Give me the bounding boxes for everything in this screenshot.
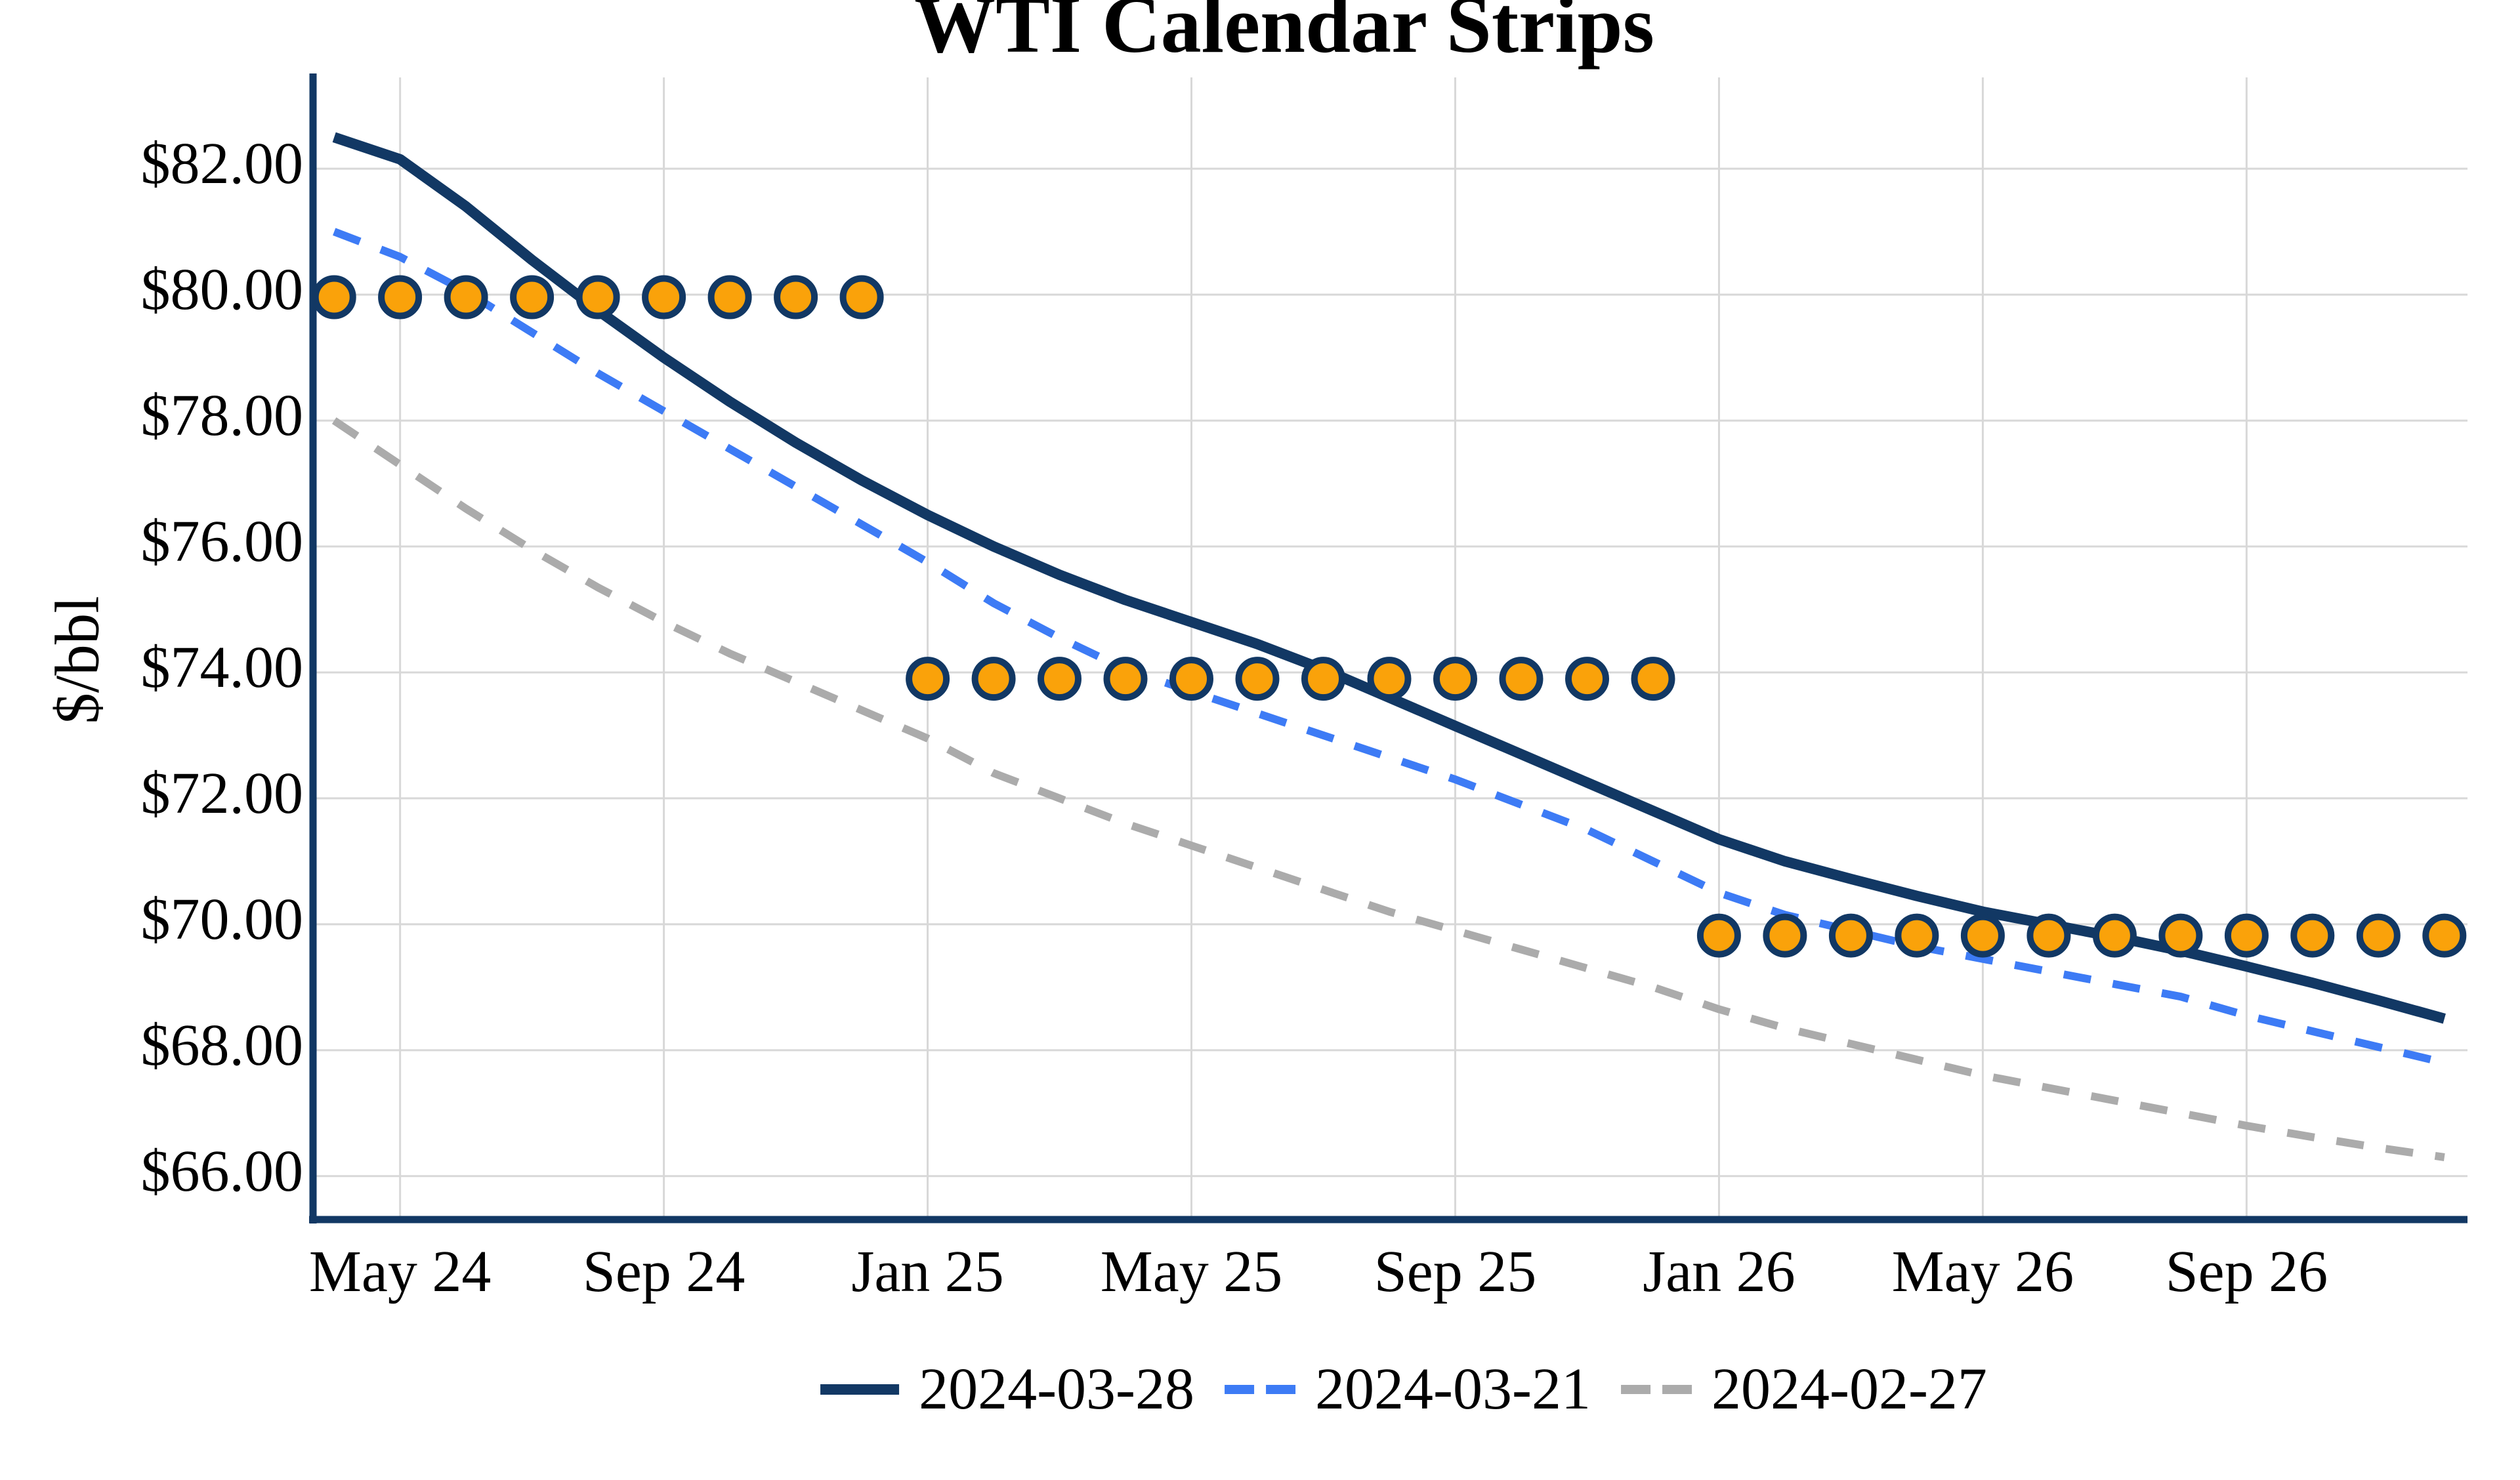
strip-marker xyxy=(510,275,555,319)
x-tick-label: Sep 25 xyxy=(1374,1239,1537,1304)
strip-marker xyxy=(1631,657,1675,701)
y-tick-label: $68.00 xyxy=(140,1012,304,1078)
strip-marker xyxy=(2026,913,2071,958)
strip-marker xyxy=(2422,913,2467,958)
y-tick-label: $74.00 xyxy=(140,634,304,700)
strip-marker xyxy=(378,275,423,319)
series-line-2024-03-21 xyxy=(333,228,2446,1067)
legend-dashed-line-icon xyxy=(1225,1385,1296,1394)
legend-label: 2024-03-28 xyxy=(919,1357,1195,1422)
x-tick-label: Jan 26 xyxy=(1643,1239,1796,1304)
legend-item-2024-03-21: 2024-03-21 xyxy=(1225,1360,1591,1419)
strip-marker xyxy=(1169,657,1213,701)
strip-marker xyxy=(906,657,950,701)
strip-marker xyxy=(444,275,488,319)
legend-label: 2024-02-27 xyxy=(1711,1357,1987,1422)
legend-item-2024-02-27: 2024-02-27 xyxy=(1620,1357,1987,1422)
legend-label: 2024-03-21 xyxy=(1315,1357,1591,1422)
strip-marker xyxy=(1696,913,1741,958)
strip-marker xyxy=(1960,913,2005,958)
strip-marker xyxy=(1763,913,1807,958)
y-tick-label: $70.00 xyxy=(140,886,304,952)
legend-dashed-line-icon xyxy=(1620,1385,1692,1394)
strip-marker xyxy=(1828,913,1873,958)
strip-marker xyxy=(1565,657,1609,701)
chart-title: WTI Calendar Strips xyxy=(914,0,1654,70)
strip-marker xyxy=(312,275,356,319)
strip-marker xyxy=(1367,657,1412,701)
strip-marker xyxy=(971,657,1016,701)
strip-marker xyxy=(576,275,620,319)
x-tick-label: May 25 xyxy=(1100,1239,1283,1304)
y-axis-tick-labels: $82.00 $80.00 $78.00 $76.00 $74.00 $72.00 $70.… xyxy=(0,0,304,1480)
strip-marker xyxy=(2290,913,2335,958)
strip-marker xyxy=(642,275,686,319)
strip-marker xyxy=(2224,913,2269,958)
strip-marker xyxy=(1499,657,1544,701)
y-tick-label: $66.00 xyxy=(140,1138,304,1204)
strip-marker xyxy=(1038,657,1082,701)
strip-marker xyxy=(707,275,752,319)
y-tick-label: $78.00 xyxy=(140,383,304,449)
x-tick-label: Sep 24 xyxy=(582,1239,746,1304)
strip-marker xyxy=(1301,657,1345,701)
x-tick-label: May 24 xyxy=(308,1239,492,1304)
y-tick-label: $76.00 xyxy=(140,509,304,575)
strip-marker xyxy=(1433,657,1477,701)
x-tick-label: May 26 xyxy=(1891,1239,2074,1304)
legend-item-2024-03-28: 2024-03-28 xyxy=(820,1360,1194,1419)
legend-solid-line-icon xyxy=(820,1384,900,1395)
strip-marker xyxy=(774,275,818,319)
strip-marker xyxy=(2356,913,2401,958)
y-tick-label: $80.00 xyxy=(140,257,304,323)
x-tick-label: Jan 25 xyxy=(851,1239,1004,1304)
y-tick-label: $72.00 xyxy=(140,760,304,826)
strip-marker xyxy=(2092,913,2137,958)
strip-marker xyxy=(1103,657,1148,701)
strip-marker xyxy=(839,275,884,319)
x-tick-label: Sep 26 xyxy=(2165,1239,2328,1304)
legend: 2024-03-28 2024-03-21 2024-02-27 xyxy=(820,1353,1987,1426)
strip-marker xyxy=(2158,913,2203,958)
strip-marker xyxy=(1235,657,1280,701)
y-tick-label: $82.00 xyxy=(140,131,304,197)
strip-marker xyxy=(1895,913,1939,958)
series-line-2024-02-27 xyxy=(331,417,2445,1161)
